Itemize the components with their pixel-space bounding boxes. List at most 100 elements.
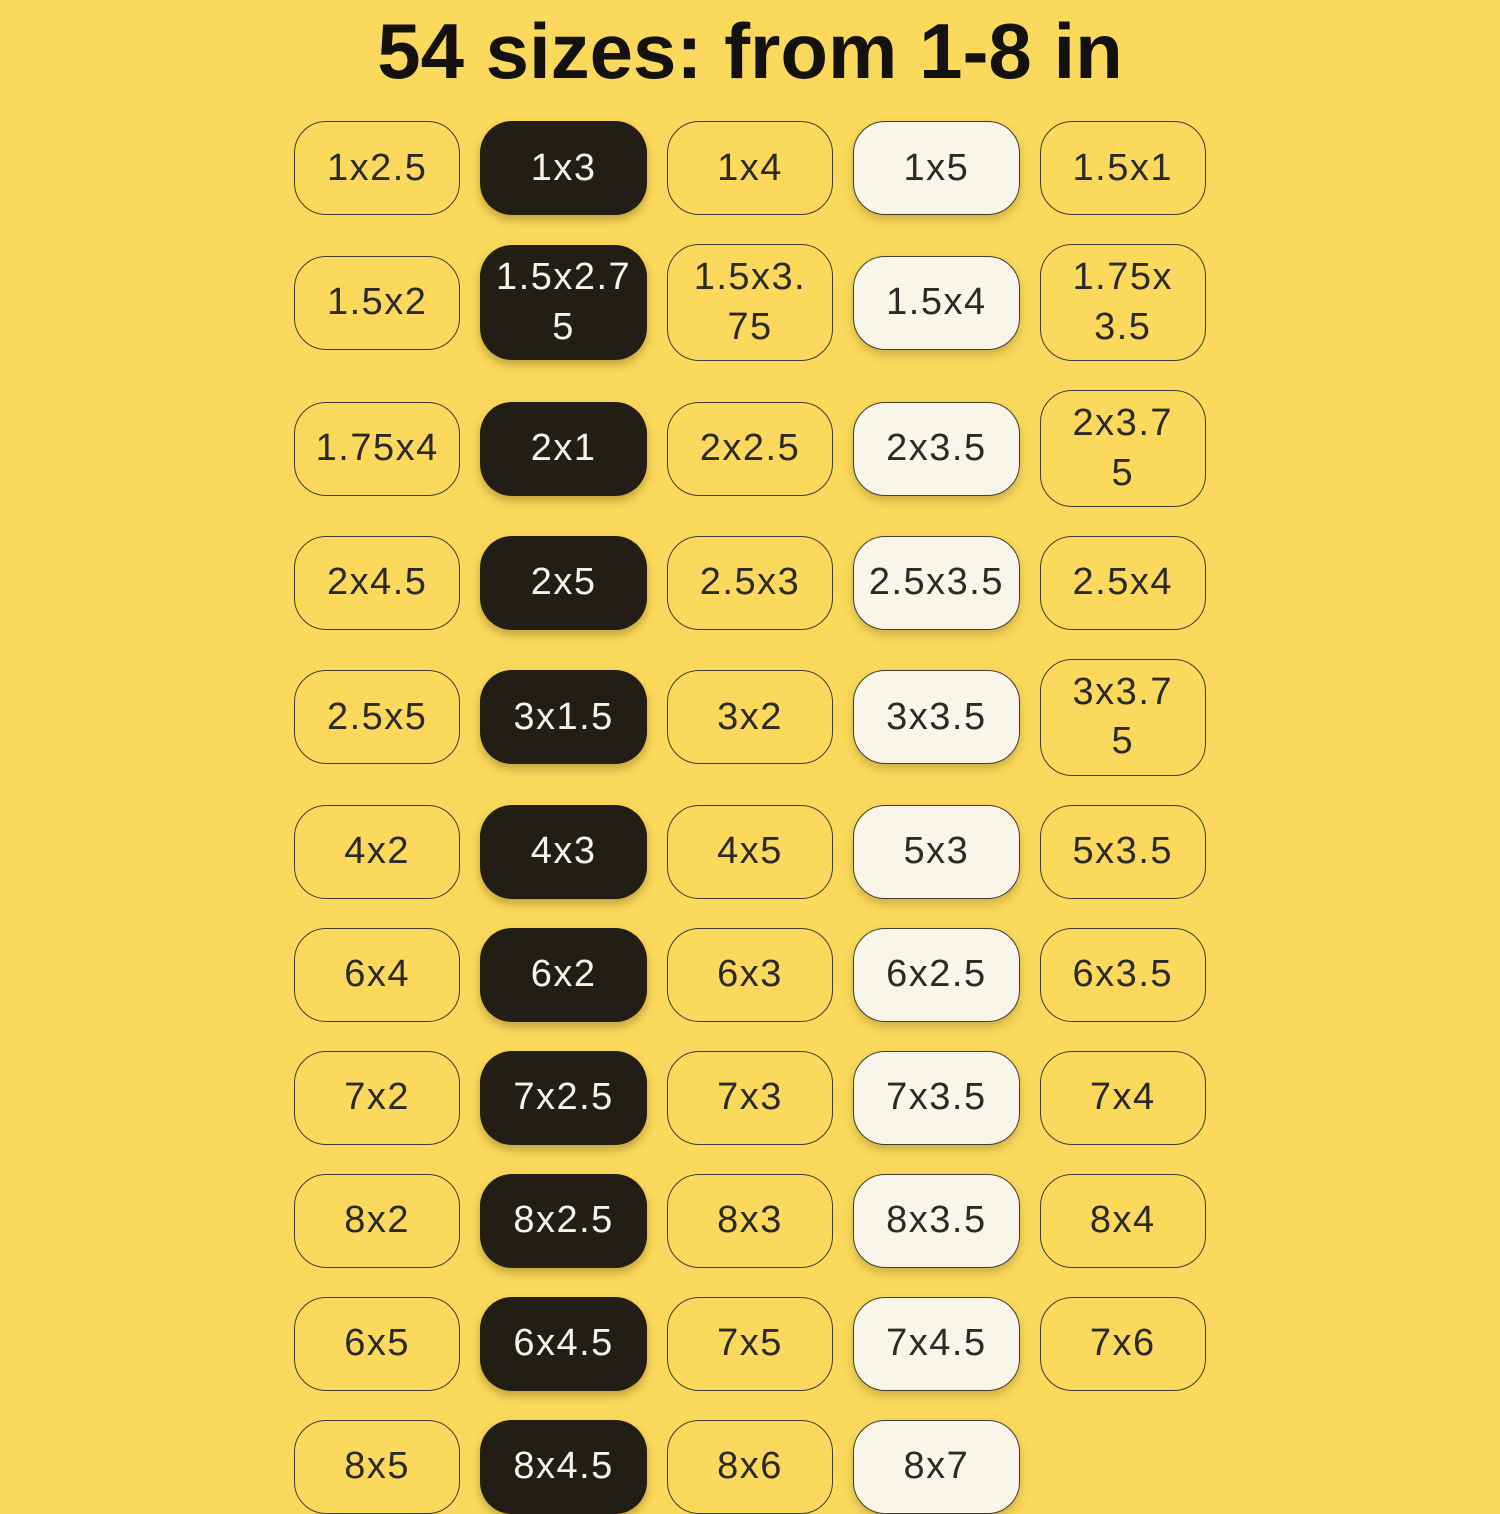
size-label: 8x2 — [344, 1199, 411, 1241]
size-pill: 1.5x4 — [853, 255, 1020, 350]
size-label: 3x3.7 5 — [1072, 670, 1174, 763]
size-label: 2x4.5 — [326, 561, 428, 604]
size-label: 6x3.5 — [1072, 953, 1174, 995]
size-label: 6x3 — [717, 953, 783, 995]
size-pill: 1.5x2 — [294, 255, 461, 350]
size-pill: 1.5x3. 75 — [666, 244, 834, 362]
size-pill: 4x2 — [294, 804, 461, 899]
size-pill: 6x2 — [480, 927, 647, 1022]
size-label: 7x5 — [717, 1322, 783, 1364]
size-pill: 8x3.5 — [853, 1173, 1020, 1268]
size-pill: 2x3.5 — [853, 401, 1020, 496]
size-label: 4x3 — [530, 830, 597, 872]
size-label: 8x4 — [1089, 1199, 1156, 1241]
size-label: 8x5 — [344, 1445, 411, 1487]
size-label: 2x3.7 5 — [1072, 402, 1174, 494]
size-label: 1.75x 3.5 — [1072, 256, 1174, 348]
page-title: 54 sizes: from 1-8 in — [377, 7, 1123, 95]
size-label: 1.5x3. 75 — [693, 256, 807, 348]
size-label: 7x2 — [344, 1076, 411, 1118]
size-label: 5x3 — [903, 830, 970, 872]
size-pill: 7x2.5 — [480, 1050, 647, 1145]
size-label: 1x2.5 — [326, 146, 428, 189]
size-grid: 1x2.5 1x3 1x4 1x5 1.5x1 1.5x2 1.5x2.7 5 1.5x3. … — [294, 121, 1206, 1514]
size-label: 8x3 — [717, 1199, 783, 1241]
size-label: 3x1.5 — [513, 695, 614, 738]
size-label: 7x6 — [1089, 1322, 1156, 1364]
size-pill: 8x7 — [853, 1419, 1020, 1514]
size-pill: 7x3.5 — [853, 1050, 1020, 1145]
size-label: 1.5x4 — [886, 281, 987, 324]
size-pill: 1.5x1 — [1039, 121, 1206, 216]
size-label: 1.5x1 — [1072, 146, 1174, 189]
size-pill: 4x3 — [480, 804, 647, 899]
size-pill: 1.75x 3.5 — [1039, 244, 1206, 362]
size-label: 2.5x5 — [326, 695, 428, 738]
size-label: 3x3.5 — [886, 695, 987, 738]
size-label: 8x7 — [903, 1445, 970, 1487]
size-pill: 2x5 — [480, 535, 647, 630]
size-pill: 5x3.5 — [1039, 804, 1206, 899]
size-pill: 2x1 — [480, 401, 647, 496]
size-label: 2.5x3 — [699, 561, 801, 604]
size-label: 2x1 — [530, 426, 597, 469]
size-pill: 7x2 — [294, 1050, 461, 1145]
size-pill: 3x3.5 — [853, 670, 1020, 765]
size-label: 7x2.5 — [513, 1076, 614, 1118]
size-pill: 2x2.5 — [666, 401, 834, 496]
size-pill: 6x4.5 — [480, 1296, 647, 1391]
size-label: 1x5 — [903, 146, 970, 189]
size-label: 3x2 — [717, 695, 783, 738]
size-pill: 6x2.5 — [853, 927, 1020, 1022]
size-pill: 2x4.5 — [294, 535, 461, 630]
size-label: 6x5 — [344, 1322, 411, 1364]
size-pill: 7x6 — [1039, 1296, 1206, 1391]
size-label: 6x4 — [344, 953, 411, 995]
size-pill: 2.5x5 — [294, 670, 461, 765]
size-label: 4x5 — [717, 830, 783, 872]
size-pill: 7x5 — [666, 1296, 834, 1391]
size-pill: 8x4.5 — [480, 1419, 647, 1514]
size-pill: 3x1.5 — [480, 670, 647, 765]
size-pill: 2.5x3 — [666, 535, 834, 630]
size-pill: 1.5x2.7 5 — [480, 245, 647, 361]
size-label: 6x2 — [530, 953, 597, 995]
size-label: 1.5x2 — [326, 281, 428, 324]
size-label: 8x3.5 — [886, 1199, 987, 1241]
size-pill: 6x3.5 — [1039, 927, 1206, 1022]
size-pill: 5x3 — [853, 804, 1020, 899]
size-pill: 6x3 — [666, 927, 834, 1022]
size-pill: 8x3 — [666, 1173, 834, 1268]
size-label: 1x3 — [530, 146, 597, 189]
size-pill: 2.5x3.5 — [853, 535, 1020, 630]
size-pill: 4x5 — [666, 804, 834, 899]
size-pill: 1.75x4 — [294, 401, 461, 496]
size-label: 7x3.5 — [886, 1076, 987, 1118]
size-pill: 6x5 — [294, 1296, 461, 1391]
size-pill: 2.5x4 — [1039, 535, 1206, 630]
size-pill: 3x3.7 5 — [1039, 658, 1206, 776]
size-label: 6x4.5 — [513, 1322, 614, 1364]
size-label: 4x2 — [344, 830, 411, 872]
size-pill: 8x2 — [294, 1173, 461, 1268]
size-pill: 7x3 — [666, 1050, 834, 1145]
size-pill: 1x3 — [480, 121, 647, 216]
size-pill: 1x5 — [853, 121, 1020, 216]
size-pill: 3x2 — [666, 670, 834, 765]
size-label: 1.5x2.7 5 — [496, 256, 632, 348]
size-pill: 1x4 — [666, 121, 834, 216]
size-chart-infographic: { "title": "54 sizes: from 1-8 in", "col… — [0, 7, 1500, 1514]
size-label: 2x5 — [530, 561, 597, 604]
size-label: 8x6 — [717, 1445, 783, 1487]
size-pill: 2x3.7 5 — [1039, 390, 1206, 507]
size-label: 2x3.5 — [886, 426, 987, 469]
size-label: 2x2.5 — [699, 426, 801, 469]
size-pill: 1x2.5 — [294, 121, 461, 216]
size-label: 7x4 — [1089, 1076, 1156, 1118]
size-pill: 6x4 — [294, 927, 461, 1022]
size-pill: 8x2.5 — [480, 1173, 647, 1268]
size-label: 5x3.5 — [1072, 830, 1174, 872]
size-label: 2.5x4 — [1072, 561, 1174, 604]
size-label: 8x4.5 — [513, 1445, 614, 1487]
size-label: 1.75x4 — [315, 426, 439, 469]
